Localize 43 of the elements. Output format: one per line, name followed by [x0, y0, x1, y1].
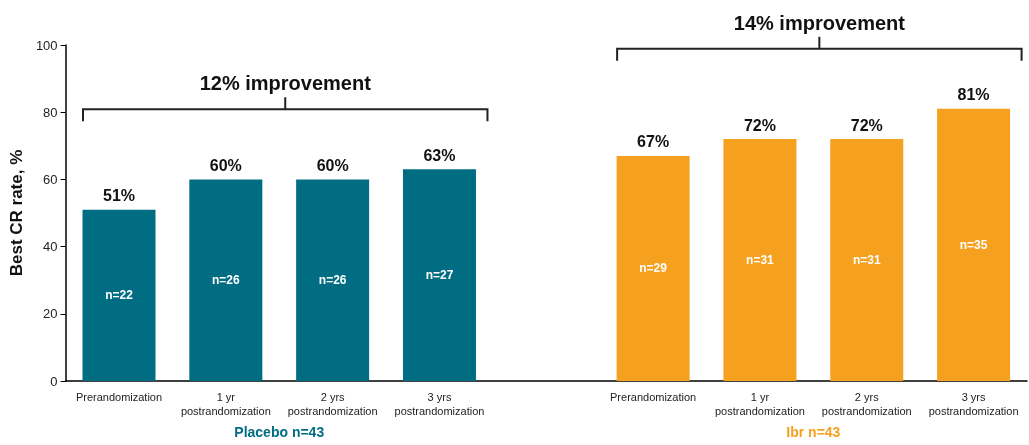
y-tick-label: 40 [43, 239, 58, 255]
annotation: n=26 [318, 273, 347, 288]
x-tick-label: 3 yrs postrandomization [928, 391, 1019, 417]
data-label: 60% [316, 156, 349, 174]
data-label: 72% [850, 116, 883, 134]
text: Ibr n=43 [786, 424, 841, 440]
x-tick-label: 2 yrs postrandomization [287, 391, 378, 417]
bar [830, 139, 904, 381]
bar [402, 169, 476, 381]
x-tick-label: 1 yr postrandomization [715, 391, 805, 417]
y-tick-label: 80 [43, 104, 58, 120]
y-tick-label: 60 [43, 171, 58, 187]
bar [937, 108, 1011, 381]
data-label: 67% [637, 133, 670, 151]
data-label: 60% [209, 156, 242, 174]
x-tick-label: 1 yr postrandomization [180, 391, 271, 417]
bar [296, 179, 370, 381]
data-label: 51% [102, 187, 136, 205]
x-tick-label: 3 yrs postrandomization [394, 391, 485, 417]
annotation: n=29 [639, 261, 668, 276]
data-label: 81% [957, 86, 990, 104]
y-tick-label: 0 [50, 373, 58, 389]
bar [616, 155, 690, 381]
bar [723, 139, 797, 381]
bar [189, 179, 263, 381]
text: Placebo n=43 [234, 424, 325, 440]
annotation: n=31 [746, 253, 775, 268]
annotation: n=22 [105, 288, 134, 303]
annotation: n=26 [211, 273, 240, 288]
x-tick-label: Prerandomization [75, 391, 163, 403]
annotation: n=31 [852, 253, 881, 268]
x-tick-label: 2 yrs postrandomization [821, 391, 912, 417]
annotation: n=35 [959, 237, 988, 252]
annotation: n=27 [425, 268, 454, 283]
y-tick-label: 20 [43, 306, 58, 322]
x-tick-label: Prerandomization [610, 391, 697, 403]
data-label: 72% [743, 116, 776, 134]
y-axis-title: Best CR rate, % [7, 149, 26, 277]
annotation: 12% improvement [199, 72, 372, 95]
bar [82, 209, 156, 381]
text: 14% improvement [733, 11, 906, 34]
data-label: 63% [423, 146, 456, 164]
y-tick-label: 100 [35, 37, 58, 53]
